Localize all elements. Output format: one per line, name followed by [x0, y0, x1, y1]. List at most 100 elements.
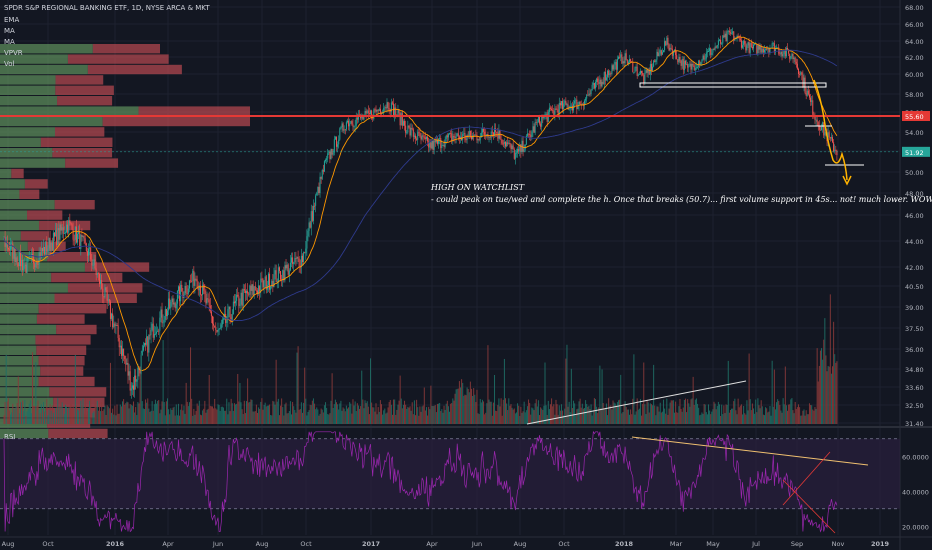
volume-bar: [139, 373, 141, 424]
candle-body: [66, 224, 68, 233]
volume-bar: [146, 402, 148, 424]
candle-body: [669, 47, 671, 51]
volume-bar: [360, 406, 362, 424]
vpvr-down-bar: [19, 189, 40, 199]
candle-body: [816, 119, 818, 123]
volume-bar: [282, 407, 284, 424]
volume-bar: [472, 395, 474, 424]
candle-body: [599, 79, 601, 85]
candle-body: [479, 136, 481, 141]
volume-bar: [509, 405, 511, 424]
candle-body: [120, 345, 122, 356]
volume-bar: [370, 358, 372, 424]
volume-bar: [322, 412, 324, 424]
candle-body: [212, 316, 213, 324]
candle-body: [725, 33, 727, 42]
candle-body: [470, 135, 472, 140]
volume-bar: [501, 415, 503, 424]
volume-bar: [738, 407, 740, 424]
candle-body: [541, 116, 543, 127]
volume-bar: [806, 414, 808, 424]
volume-bar: [515, 412, 517, 424]
volume-bar: [481, 399, 483, 424]
volume-bar: [78, 410, 80, 424]
volume-bar: [772, 406, 774, 424]
volume-bar: [70, 403, 72, 424]
volume-bar: [724, 413, 726, 424]
candle-body: [400, 113, 402, 126]
volume-bar: [207, 408, 209, 424]
volume-bar: [659, 402, 661, 424]
volume-bar: [823, 339, 825, 424]
volume-bar: [271, 415, 273, 424]
candle-body: [652, 66, 654, 71]
indicator-vpvr[interactable]: VPVR: [4, 49, 23, 57]
volume-bar: [128, 408, 130, 424]
candle-body: [758, 45, 760, 50]
candle-body: [802, 74, 804, 88]
candle-body: [683, 60, 685, 71]
candle-body: [278, 267, 280, 272]
time-tick-label: Apr: [162, 540, 174, 548]
time-tick-label: Jun: [471, 540, 482, 548]
volume-bar: [393, 399, 395, 424]
vpvr-down-bar: [11, 168, 24, 179]
volume-bar: [636, 398, 638, 424]
price-tick-label: 66.00: [905, 21, 924, 29]
candle-body: [788, 49, 790, 54]
volume-bar: [591, 415, 593, 424]
volume-bar: [197, 405, 199, 424]
time-tick-label: Mar: [670, 540, 683, 548]
candle-body: [678, 56, 680, 63]
volume-bar: [717, 401, 719, 424]
candle-body: [310, 211, 312, 228]
volume-bar: [821, 348, 823, 424]
volume-bar: [301, 412, 303, 424]
volume-bar: [600, 408, 602, 424]
volume-bar: [307, 412, 309, 424]
volume-bar: [137, 402, 139, 424]
candle-body: [175, 303, 177, 309]
candle-body: [559, 102, 561, 106]
candle-body: [193, 270, 195, 286]
vpvr-up-bar: [0, 335, 36, 345]
volume-bar: [704, 404, 706, 424]
indicator-ma-2[interactable]: MA: [4, 38, 15, 46]
candle-body: [92, 265, 94, 267]
candle-body: [217, 329, 219, 332]
indicator-ema[interactable]: EMA: [4, 16, 20, 24]
candle-body: [581, 103, 583, 105]
volume-bar: [371, 402, 373, 424]
volume-bar: [833, 321, 835, 424]
volume-bar: [611, 409, 613, 424]
volume-bar: [62, 415, 64, 424]
candle-body: [239, 304, 241, 306]
candle-body: [255, 290, 257, 292]
candle-body: [818, 125, 820, 130]
volume-bar: [228, 402, 230, 424]
indicator-ma-1[interactable]: MA: [4, 27, 15, 35]
candle-body: [294, 258, 296, 263]
candle-body: [777, 47, 779, 49]
volume-bar: [566, 344, 568, 424]
rsi-label[interactable]: RSI: [4, 433, 16, 441]
candle-body: [298, 258, 300, 267]
volume-bar: [740, 404, 742, 424]
candle-body: [134, 375, 136, 390]
volume-bar: [123, 399, 125, 424]
candle-body: [208, 299, 210, 306]
candle-body: [50, 242, 52, 251]
volume-bar: [308, 410, 310, 424]
time-tick-label: Oct: [300, 540, 312, 548]
volume-bar: [310, 405, 312, 424]
volume-bar: [278, 415, 280, 424]
candle-body: [58, 228, 60, 240]
volume-bar: [755, 399, 757, 424]
candle-body: [554, 108, 556, 115]
candle-body: [165, 309, 167, 317]
indicator-vol[interactable]: Vol: [4, 60, 15, 68]
volume-bar: [563, 415, 565, 424]
volume-bar: [120, 406, 122, 424]
volume-bar: [549, 404, 551, 424]
